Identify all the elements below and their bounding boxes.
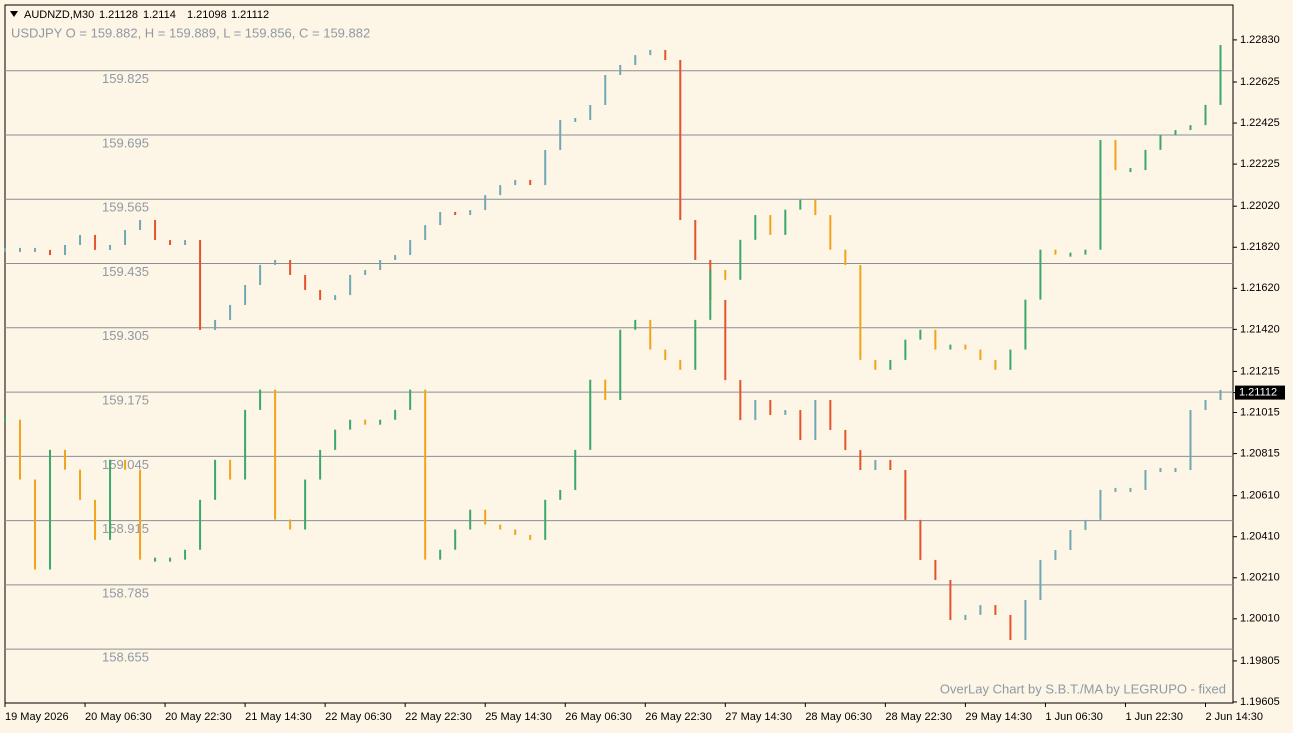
overlay-info: USDJPY O = 159.882, H = 159.889, L = 159… [11,25,370,40]
ohlc-value: 1.21098 [187,9,227,21]
x-tick-label: 19 May 2026 [5,711,69,723]
x-tick-label: 21 May 14:30 [245,711,312,723]
plot-frame [4,4,1234,704]
y2-tick-label: 159.305 [102,328,149,343]
y2-tick-label: 158.915 [102,521,149,536]
y2-tick-label: 159.695 [102,135,149,150]
x-tick-label: 1 Jun 06:30 [1045,711,1103,723]
y-tick-label: 1.21820 [1240,241,1280,253]
y-tick-label: 1.21620 [1240,282,1280,294]
y-tick-label: 1.22830 [1240,34,1280,46]
x-tick-label: 26 May 22:30 [645,711,712,723]
x-tick-label: 1 Jun 22:30 [1125,711,1183,723]
x-tick-label: 20 May 06:30 [85,711,152,723]
y2-tick-label: 158.785 [102,585,149,600]
ohlc-value: 1.2114 [143,9,176,21]
y-tick-label: 1.22625 [1240,76,1280,88]
x-tick-label: 20 May 22:30 [165,711,232,723]
y2-tick-label: 159.435 [102,264,149,279]
y-tick-label: 1.20010 [1240,613,1280,625]
price-tag-label: 1.21112 [1239,387,1277,399]
ohlc-value: 1.21128 [99,9,138,21]
y-tick-label: 1.22020 [1240,200,1280,212]
y-tick-label: 1.20210 [1240,572,1280,584]
y2-tick-label: 158.655 [102,650,149,665]
x-tick-label: 28 May 06:30 [805,711,872,723]
y-tick-label: 1.21420 [1240,323,1280,335]
x-tick-label: 22 May 06:30 [325,711,392,723]
y2-tick-label: 159.825 [102,71,149,86]
x-tick-label: 25 May 14:30 [485,711,552,723]
y-tick-label: 1.20410 [1240,531,1280,543]
y2-tick-label: 159.565 [102,200,149,215]
y-tick-label: 1.21215 [1240,365,1280,377]
footer: OverLay Chart by S.B.T./MA by LEGRUPO - … [940,681,1226,696]
x-tick-label: 29 May 14:30 [965,711,1032,723]
y-tick-label: 1.19805 [1240,655,1280,667]
x-tick-label: 22 May 22:30 [405,711,472,723]
price-tag [1235,385,1285,400]
x-tick-label: 27 May 14:30 [725,711,792,723]
y-tick-label: 1.21015 [1240,406,1280,418]
y-tick-label: 1.19605 [1240,696,1280,708]
y-tick-label: 1.20610 [1240,490,1280,502]
symbol: AUDNZD,M30 [24,9,94,21]
ohlc-value: 1.21112 [231,9,269,21]
y-tick-label: 1.20815 [1240,447,1280,459]
x-tick-label: 26 May 06:30 [565,711,632,723]
y2-tick-label: 159.175 [102,393,149,408]
x-tick-label: 28 May 22:30 [885,711,952,723]
y-tick-label: 1.22425 [1240,117,1280,129]
collapse-icon[interactable] [10,11,18,17]
y-tick-label: 1.22225 [1240,158,1280,170]
x-tick-label: 2 Jun 14:30 [1205,711,1263,723]
